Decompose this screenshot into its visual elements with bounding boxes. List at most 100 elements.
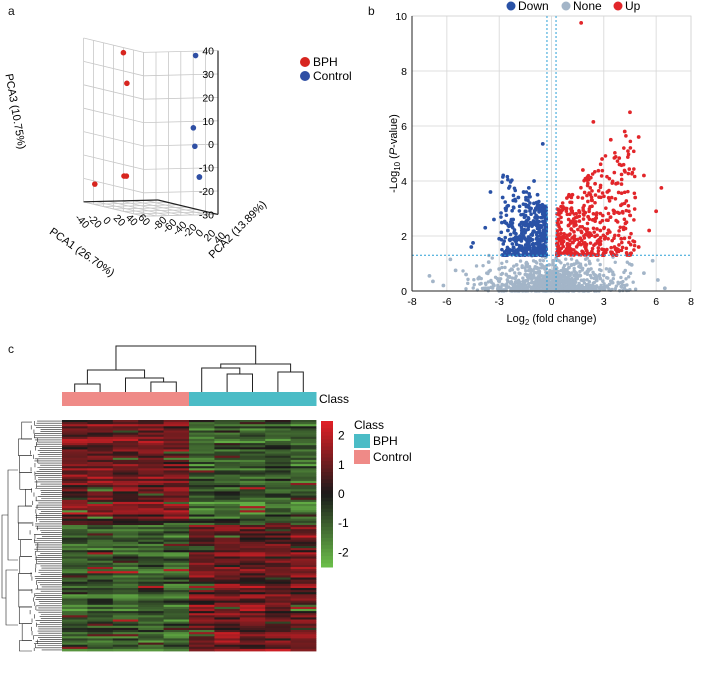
- volcano-point-none: [602, 282, 606, 286]
- panel-label-b: b: [368, 4, 375, 18]
- color-scale-segment: [321, 530, 333, 535]
- color-scale-segment: [321, 552, 333, 557]
- volcano-point-none: [610, 287, 614, 292]
- color-scale-tick-label: -1: [338, 516, 349, 530]
- volcano-point-none: [472, 278, 476, 282]
- dendrogram-branch: [201, 367, 241, 392]
- heatmap-cell: [239, 648, 266, 652]
- color-scale-segment: [321, 519, 333, 524]
- pca-wall-gridline: [83, 107, 144, 123]
- row-dendrogram: [1, 420, 62, 652]
- pca-wall-gridline: [143, 120, 219, 123]
- volcano-point-none: [562, 263, 567, 268]
- volcano-point-none: [627, 275, 631, 279]
- color-scale-segment: [321, 541, 333, 546]
- color-scale-tick-label: -2: [338, 545, 349, 559]
- volcano-point-none: [582, 278, 586, 282]
- row-dendrogram-branch: [1, 514, 8, 599]
- volcano-point-none: [604, 267, 609, 271]
- volcano-point-none: [560, 268, 565, 272]
- volcano-point-none: [614, 284, 619, 288]
- volcano-point-none: [596, 258, 600, 262]
- volcano-point-none: [466, 281, 470, 286]
- pca-wall-gridline: [83, 178, 144, 194]
- pca-wall-gridline: [143, 143, 219, 147]
- pca-grid: [83, 37, 219, 217]
- volcano-point-none: [548, 270, 553, 275]
- class-bar-cell-bph: [189, 392, 215, 406]
- color-scale-segment: [321, 464, 333, 469]
- pca-floor-gridline: [113, 206, 189, 210]
- color-scale-segment: [321, 486, 333, 491]
- pca3-tick-label: -10: [199, 163, 214, 175]
- pca-legend-marker-bph: [300, 57, 310, 67]
- volcano-point-none: [520, 265, 524, 270]
- pca3-tick-label: -20: [199, 186, 214, 198]
- heatmap-cell: [112, 648, 139, 652]
- color-scale-segment: [321, 534, 333, 539]
- volcano-point-none: [570, 276, 574, 281]
- volcano-point-none: [611, 277, 616, 281]
- heatmap-cell: [290, 648, 317, 652]
- pca-legend-label-control: Control: [313, 69, 352, 83]
- color-scale-segment: [321, 497, 333, 502]
- color-scale-segment: [321, 504, 333, 510]
- heatmap-cell: [138, 648, 164, 652]
- color-scale-segment: [321, 442, 333, 448]
- volcano-point-none: [507, 285, 511, 289]
- pca-wall-gridline: [83, 61, 144, 77]
- row-dendrogram-branch: [18, 438, 32, 456]
- volcano-point-none: [516, 278, 521, 283]
- pca3-tick-label: 0: [208, 139, 214, 151]
- pca-wall-gridline: [83, 154, 144, 170]
- volcano-point-none: [585, 278, 589, 282]
- pca-wall-gridline: [143, 167, 219, 170]
- class-bar-cell-control: [112, 392, 139, 406]
- color-scale-segment: [321, 556, 333, 561]
- dendrogram-branch: [277, 371, 304, 392]
- row-dendrogram-branch: [21, 623, 32, 641]
- volcano-point-none: [479, 276, 483, 281]
- volcano-point-none: [486, 280, 491, 284]
- volcano-point-none: [613, 287, 618, 291]
- class-bar-cell-control: [163, 392, 190, 406]
- color-scale-segment: [321, 515, 333, 521]
- heatmap-cell: [62, 648, 88, 652]
- pca-wall-gridline: [83, 131, 144, 147]
- volcano-point-none: [623, 283, 627, 288]
- volcano-point-none: [489, 278, 493, 283]
- pca3-tick-label: 20: [202, 92, 214, 104]
- pca3-tick-label: 30: [202, 69, 214, 81]
- class-legend-swatch-bph: [354, 434, 370, 448]
- pca-point-control: [192, 52, 199, 59]
- panel-label-a: a: [8, 4, 15, 18]
- pca-wall-gridline: [83, 84, 144, 100]
- row-dendrogram-branch: [25, 489, 32, 507]
- color-scale-tick-label: 1: [338, 458, 345, 472]
- pca-wall-gridline: [143, 190, 219, 194]
- pca-floor-gridline: [123, 209, 199, 212]
- volcano-point-none: [533, 259, 538, 264]
- color-scale-segment: [321, 450, 333, 455]
- volcano-point-none: [503, 265, 507, 270]
- class-bar-cell-bph: [239, 392, 266, 406]
- volcano-point-none: [500, 265, 504, 270]
- color-scale-segment: [321, 421, 333, 426]
- row-dendrogram-branch: [17, 505, 32, 524]
- color-scale-segment: [321, 439, 333, 444]
- dendrogram-branch: [125, 377, 165, 392]
- class-legend-label-bph: BPH: [373, 434, 398, 448]
- volcano-point-none: [580, 268, 585, 272]
- class-legend-label-control: Control: [373, 450, 412, 464]
- heatmap-cells: [62, 420, 317, 652]
- color-scale-segment: [321, 559, 333, 564]
- pca-legend-label-bph: BPH: [313, 55, 338, 69]
- color-scale-segment: [321, 435, 333, 440]
- volcano-point-none: [518, 259, 523, 263]
- class-legend-swatch-control: [354, 450, 370, 464]
- volcano-point-none: [605, 285, 610, 289]
- pca-wall-gridline: [143, 50, 219, 53]
- color-scale-segment: [321, 490, 333, 495]
- heatmap-cell: [163, 648, 190, 652]
